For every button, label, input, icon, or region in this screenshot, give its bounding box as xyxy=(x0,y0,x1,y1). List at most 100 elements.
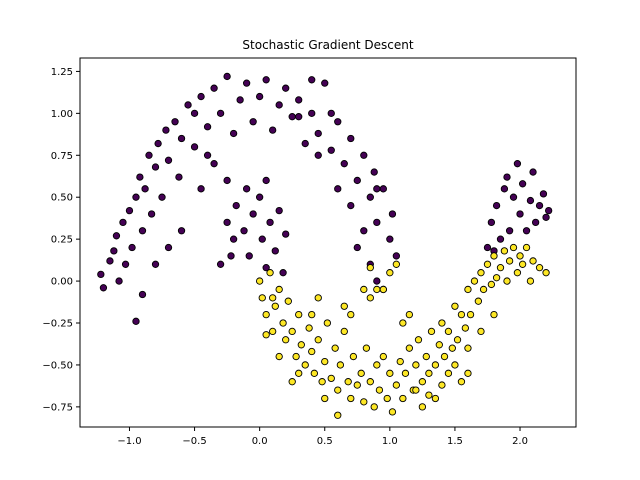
scatter-point xyxy=(141,185,149,193)
scatter-point xyxy=(314,336,322,344)
scatter-point xyxy=(334,411,342,419)
scatter-point xyxy=(360,227,368,235)
scatter-point xyxy=(461,324,469,332)
scatter-point xyxy=(295,96,303,104)
scatter-point xyxy=(327,146,335,154)
scatter-point xyxy=(305,324,313,332)
scatter-point xyxy=(513,269,522,277)
scatter-point xyxy=(487,218,496,227)
x-tick-label: −0.5 xyxy=(182,436,206,447)
scatter-point xyxy=(151,260,160,268)
scatter-point xyxy=(258,294,266,302)
scatter-point xyxy=(431,361,440,369)
scatter-point xyxy=(301,361,309,369)
scatter-point xyxy=(360,398,368,406)
scatter-point xyxy=(97,270,105,279)
scatter-point xyxy=(438,319,446,327)
scatter-point xyxy=(522,227,531,235)
scatter-point xyxy=(535,264,544,272)
scatter-point xyxy=(125,206,134,215)
scatter-point xyxy=(128,243,136,252)
scatter-point xyxy=(288,378,296,386)
scatter-point xyxy=(425,391,433,399)
scatter-point xyxy=(210,84,218,92)
scatter-point xyxy=(258,235,266,243)
scatter-point xyxy=(282,230,290,238)
scatter-point xyxy=(388,210,397,218)
y-tick-label: −0.50 xyxy=(42,360,73,371)
scatter-point xyxy=(275,285,283,294)
scatter-point xyxy=(518,180,527,188)
scatter-point xyxy=(392,252,400,260)
scatter-point xyxy=(545,206,553,215)
scatter-point xyxy=(223,218,231,227)
scatter-point xyxy=(164,243,173,252)
scatter-point xyxy=(474,297,483,305)
scatter-point xyxy=(132,193,140,201)
scatter-point xyxy=(427,327,436,336)
scatter-point xyxy=(203,151,212,159)
scatter-point xyxy=(216,260,225,268)
scatter-point xyxy=(492,274,501,282)
scatter-point xyxy=(453,336,462,344)
scatter-point xyxy=(138,290,147,299)
scatter-point xyxy=(236,96,244,104)
scatter-point xyxy=(518,260,527,268)
axes-frame xyxy=(79,57,577,428)
scatter-point xyxy=(240,227,248,235)
scatter-point xyxy=(479,285,488,294)
scatter-point xyxy=(151,163,160,171)
scatter-point xyxy=(496,264,505,272)
scatter-point xyxy=(440,352,449,361)
scatter-point xyxy=(197,92,205,101)
scatter-point xyxy=(301,139,309,148)
scatter-point xyxy=(147,210,156,218)
scatter-point xyxy=(269,126,277,134)
scatter-point xyxy=(509,243,518,252)
scatter-point xyxy=(370,168,378,176)
scatter-point xyxy=(321,394,329,403)
scatter-point xyxy=(121,260,130,268)
scatter-point xyxy=(292,352,300,361)
scatter-point xyxy=(327,374,335,383)
x-tick-label: 1.5 xyxy=(447,436,463,447)
scatter-point xyxy=(487,280,496,289)
scatter-point xyxy=(279,269,287,277)
scatter-point xyxy=(347,201,355,210)
y-tick-label: 1.25 xyxy=(51,67,73,78)
scatter-point xyxy=(310,369,318,377)
scatter-point xyxy=(323,319,331,327)
scatter-point xyxy=(275,352,283,361)
scatter-point xyxy=(457,310,466,319)
scatter-point xyxy=(526,277,535,285)
scatter-point xyxy=(529,168,537,176)
scatter-point xyxy=(347,394,355,403)
scatter-point xyxy=(466,310,475,319)
scatter-point xyxy=(392,260,400,268)
scatter-point xyxy=(373,361,381,369)
scatter-point xyxy=(448,344,456,352)
x-tick-label: 0.0 xyxy=(252,436,268,447)
scatter-point xyxy=(262,331,270,339)
scatter-point xyxy=(136,173,144,181)
scatter-point xyxy=(470,277,479,285)
scatter-point xyxy=(223,72,231,81)
y-axis: −0.75 −0.50 −0.25 0.00 0.25 0.50 0.75 1.00 1.25 xyxy=(42,67,80,413)
scatter-point xyxy=(386,235,394,243)
scatter-point xyxy=(216,109,225,118)
y-tick-label: 0.25 xyxy=(51,235,73,246)
scatter-point xyxy=(145,151,153,159)
scatter-point xyxy=(366,193,374,201)
y-tick-label: 0.50 xyxy=(51,193,73,204)
scatter-point xyxy=(422,352,430,361)
scatter-point xyxy=(347,134,355,143)
scatter-point xyxy=(396,357,404,366)
scatter-point xyxy=(255,277,264,285)
scatter-point xyxy=(503,173,511,181)
scatter-point xyxy=(269,327,277,336)
scatter-point xyxy=(279,319,287,327)
scatter-point xyxy=(405,344,414,352)
scatter-point xyxy=(412,386,420,394)
scatter-point xyxy=(516,210,524,218)
scatter-point xyxy=(334,118,342,126)
